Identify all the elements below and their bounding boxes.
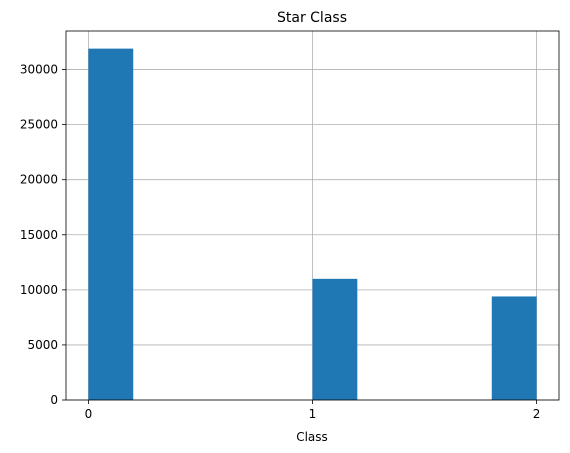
histogram-bar [88,48,134,401]
y-tick-label: 10000 [20,283,58,297]
bars-layer [88,48,537,401]
y-tick-label: 15000 [20,228,58,242]
x-tick-label: 1 [309,407,317,421]
chart-title: Star Class [277,10,347,26]
y-tick-label: 20000 [20,173,58,187]
axes-layer [62,30,560,404]
labels-layer: 0 1 2 0 5000 10000 15000 20000 25000 30000 [20,63,541,421]
histogram-bar [491,296,537,400]
y-tick-label: 5000 [27,338,58,352]
y-tick-label: 25000 [20,118,58,132]
y-tick-label: 0 [50,393,58,407]
y-tick-label: 30000 [20,63,58,77]
histogram-bar [312,278,358,400]
x-tick-label: 0 [85,407,93,421]
x-tick-label: 2 [533,407,541,421]
x-axis-title: Class [296,430,328,444]
